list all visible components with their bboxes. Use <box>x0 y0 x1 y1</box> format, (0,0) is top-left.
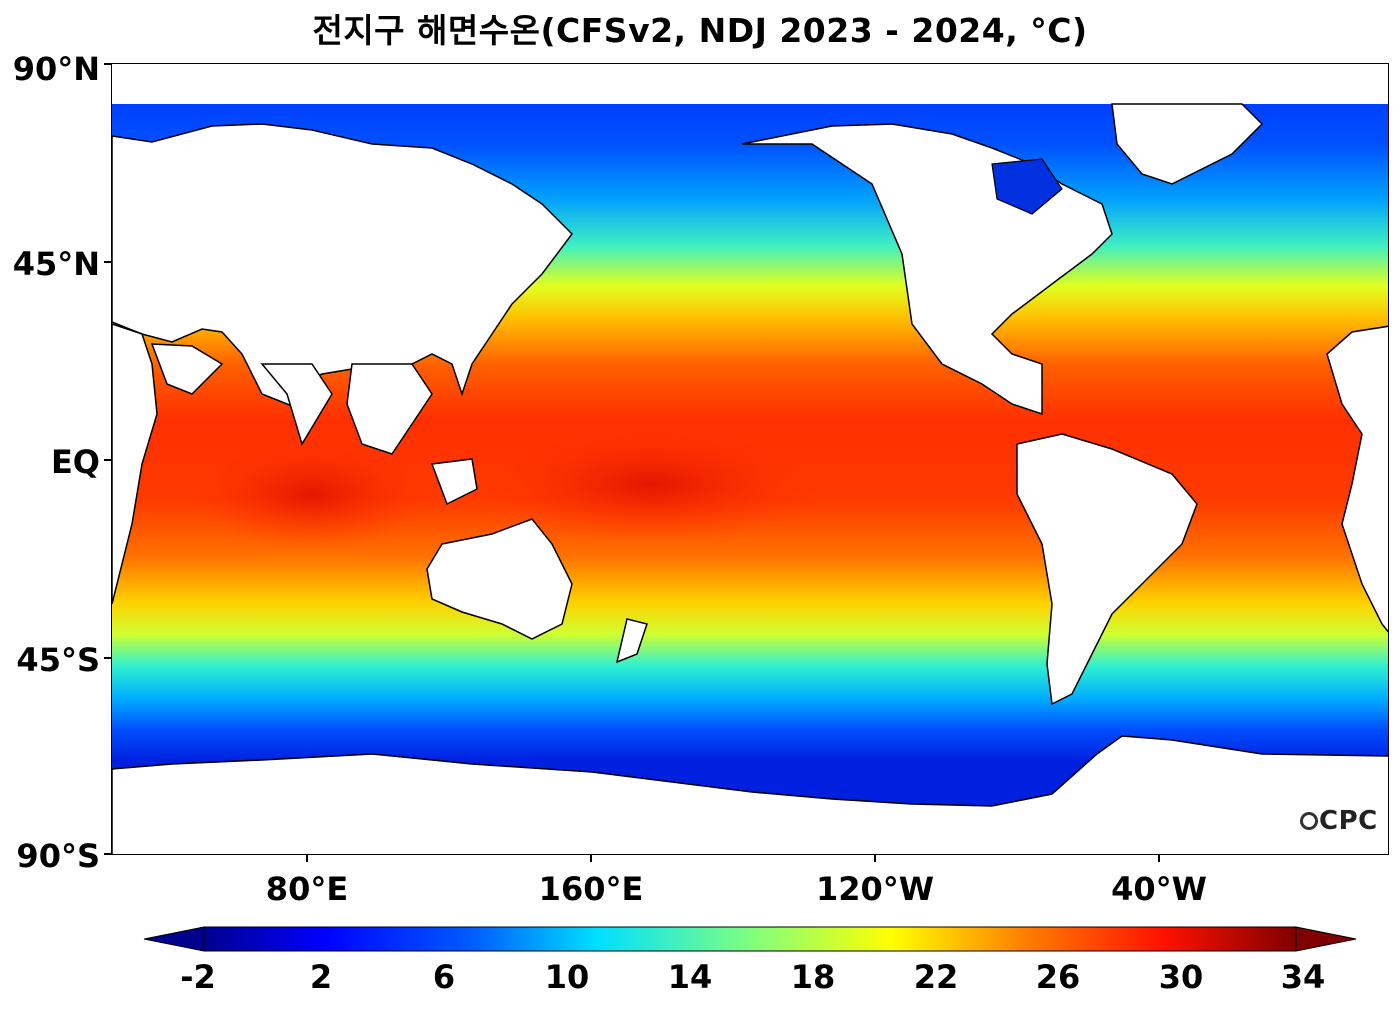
lat-label-90n: 90°N <box>12 50 100 88</box>
antarctica <box>112 735 1388 854</box>
colorbar-tick-label: -2 <box>180 958 216 996</box>
colorbar <box>143 926 1357 952</box>
lat-label-45n: 45°N <box>12 245 100 283</box>
colorbar-extend-min <box>143 926 205 952</box>
borneo <box>430 458 478 506</box>
lon-tick <box>306 855 308 862</box>
hudson-bay <box>991 158 1063 215</box>
lon-label-160e: 160°E <box>538 870 644 908</box>
colorbar-tick-label: 10 <box>544 958 590 996</box>
sea-surface-temperature-map: CPC <box>111 63 1389 855</box>
lon-label-80e: 80°E <box>265 870 349 908</box>
greenland <box>1111 103 1264 185</box>
arabian-peninsula <box>150 343 224 395</box>
lat-tick <box>104 459 111 461</box>
lon-tick <box>590 855 592 862</box>
south-america <box>1016 433 1198 706</box>
colorbar-tick-label: 18 <box>790 958 836 996</box>
australia <box>426 518 573 640</box>
logo-mark-icon <box>1300 812 1318 830</box>
lon-tick <box>1158 855 1160 862</box>
lon-tick <box>874 855 876 862</box>
logo-text: CPC <box>1319 806 1378 836</box>
colorbar-tick-label: 26 <box>1035 958 1081 996</box>
new-zealand <box>615 618 648 664</box>
colorbar-tick-label: 30 <box>1158 958 1204 996</box>
lat-label-eq: EQ <box>50 443 100 481</box>
indian-ocean-warm <box>192 439 432 549</box>
lat-tick <box>104 261 111 263</box>
lon-label-120w: 120°W <box>815 870 935 908</box>
africa-west <box>112 323 158 605</box>
eurasia-africa <box>112 123 573 407</box>
lat-tick <box>104 657 111 659</box>
colorbar-tick-label: 34 <box>1280 958 1326 996</box>
lon-label-40w: 40°W <box>1111 870 1207 908</box>
colorbar-tick-label: 22 <box>913 958 959 996</box>
colorbar-tick-label: 6 <box>432 958 456 996</box>
lat-tick <box>104 853 111 855</box>
warm-pool <box>482 424 822 544</box>
colorbar-extend-max <box>1295 926 1357 952</box>
lat-label-90s: 90°S <box>16 837 100 875</box>
india <box>260 363 333 446</box>
colorbar-tick-label: 2 <box>309 958 333 996</box>
lat-label-45s: 45°S <box>16 641 100 679</box>
colorbar-tick-label: 14 <box>667 958 713 996</box>
africa <box>1326 325 1388 633</box>
lat-tick <box>104 63 111 65</box>
southeast-asia <box>346 363 433 455</box>
cpc-logo: CPC <box>1300 806 1378 836</box>
arctic-region <box>112 64 1388 104</box>
colorbar-body <box>203 926 1297 952</box>
map-title: 전지구 해면수온(CFSv2, NDJ 2023 - 2024, °C) <box>312 11 1088 50</box>
map-canvas <box>112 64 1388 854</box>
